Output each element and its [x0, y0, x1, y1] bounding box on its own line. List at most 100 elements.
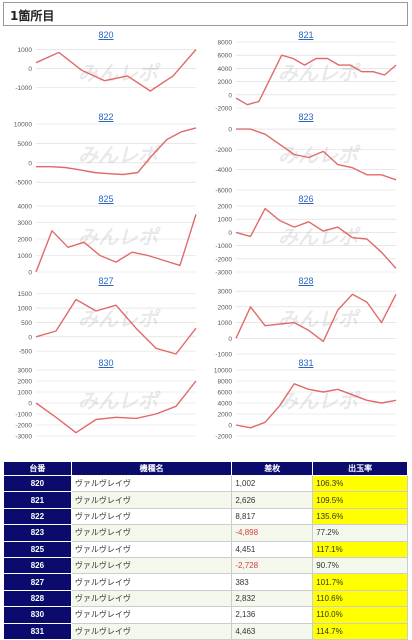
model-name-cell: ヴァルヴレイヴ — [70, 540, 233, 558]
y-tick-label: 0 — [28, 270, 32, 277]
difference-cell: -2,728 — [231, 556, 314, 575]
difference-cell: 4,451 — [231, 540, 314, 558]
payout-rate-cell: 106.3% — [312, 474, 408, 493]
y-tick-label: 2000 — [218, 304, 233, 311]
chart-title-link[interactable]: 822 — [98, 112, 114, 122]
table-row: 823 ヴァルヴレイヴ -4,898 77.2% — [3, 524, 408, 542]
model-name-cell: ヴァルヴレイヴ — [70, 556, 233, 575]
watermark-logo: みんレポ — [78, 62, 161, 85]
chart-plot: 4000 3000 2000 1000 0 みんレポ — [18, 204, 197, 277]
y-tick-label: 1000 — [18, 47, 33, 54]
difference-cell: -4,898 — [231, 524, 314, 542]
y-tick-label: -500 — [19, 349, 32, 356]
y-tick-label: 500 — [21, 320, 32, 327]
y-tick-label: 0 — [28, 66, 32, 73]
difference-cell: 8,817 — [231, 507, 314, 526]
model-name-cell: ヴァルヴレイヴ — [70, 491, 233, 509]
payout-rate-cell: 110.0% — [312, 606, 408, 624]
y-tick-label: -6000 — [215, 188, 232, 195]
model-name-cell: ヴァルヴレイヴ — [70, 573, 233, 591]
chart-title-link[interactable]: 831 — [298, 358, 314, 368]
model-name-cell: ヴァルヴレイヴ — [70, 507, 233, 526]
payout-rate-cell: 101.7% — [312, 573, 408, 591]
y-tick-label: 0 — [228, 423, 232, 430]
chart-panel-821: 821 8000 6000 4000 2000 0 -2000 みんレポ — [206, 30, 406, 115]
chart-plot: 10000 5000 0 -5000 みんレポ — [14, 122, 197, 187]
payout-rate-cell: 117.1% — [312, 540, 408, 558]
model-name-cell: ヴァルヴレイヴ — [70, 606, 233, 624]
y-tick-label: 0 — [228, 92, 232, 99]
machine-number-cell: 823 — [3, 524, 72, 542]
table-row: 822 ヴァルヴレイヴ 8,817 135.6% — [3, 507, 408, 526]
y-tick-label: 2000 — [218, 79, 233, 86]
y-tick-label: 1500 — [18, 291, 33, 298]
chart-title-link[interactable]: 828 — [298, 276, 314, 286]
chart-panel-831: 831 10000 8000 6000 4000 2000 0 -2000 みんレポ — [206, 358, 406, 443]
y-tick-label: 6000 — [218, 390, 233, 397]
y-tick-label: 0 — [28, 160, 32, 167]
chart-title-link[interactable]: 830 — [98, 358, 114, 368]
y-tick-label: -3000 — [215, 270, 232, 277]
header-model-name: 機種名 — [70, 461, 233, 476]
chart-title-link[interactable]: 821 — [298, 30, 314, 40]
y-tick-label: 3000 — [18, 220, 33, 227]
chart-title-link[interactable]: 823 — [298, 112, 314, 122]
series-line — [35, 298, 197, 355]
chart-title-link[interactable]: 820 — [98, 30, 114, 40]
table-row: 830 ヴァルヴレイヴ 2,136 110.0% — [3, 606, 408, 624]
y-tick-label: 6000 — [218, 53, 233, 60]
series-line — [235, 383, 397, 429]
chart-plot: 3000 2000 1000 0 -1000 みんレポ — [215, 289, 397, 359]
series-line — [235, 54, 397, 106]
watermark-logo: みんレポ — [78, 308, 161, 331]
y-tick-label: 2000 — [18, 237, 33, 244]
y-tick-label: 1000 — [218, 320, 233, 327]
chart-plot: 1500 1000 500 0 -500 みんレポ — [18, 291, 197, 356]
y-tick-label: -2000 — [215, 434, 232, 441]
difference-cell: 2,626 — [231, 491, 314, 509]
y-tick-label: 0 — [228, 127, 232, 134]
y-tick-label: 0 — [228, 336, 232, 343]
y-tick-label: 2000 — [218, 204, 233, 211]
watermark-logo: みんレポ — [78, 390, 161, 413]
machine-number-cell: 826 — [3, 556, 72, 575]
chart-panel-822: 822 10000 5000 0 -5000 みんレポ — [6, 112, 206, 197]
header-payout-rate: 出玉率 — [312, 461, 408, 476]
header-machine-number: 台番 — [3, 461, 72, 476]
y-tick-label: -2000 — [215, 106, 232, 113]
chart-title-link[interactable]: 825 — [98, 194, 114, 204]
watermark-logo: みんレポ — [78, 226, 161, 249]
y-tick-label: 0 — [28, 401, 32, 408]
chart-plot: 1000 0 -1000 みんレポ — [15, 47, 197, 92]
y-tick-label: -3000 — [15, 434, 32, 441]
y-tick-label: 10000 — [14, 122, 32, 129]
table-row: 828 ヴァルヴレイヴ 2,832 110.6% — [3, 589, 408, 608]
chart-plot: 10000 8000 6000 4000 2000 0 -2000 みんレポ — [214, 368, 397, 441]
y-tick-label: -1000 — [15, 412, 32, 419]
payout-rate-cell: 135.6% — [312, 507, 408, 526]
y-tick-label: -2000 — [15, 423, 32, 430]
y-tick-label: 1000 — [218, 217, 233, 224]
y-tick-label: -1000 — [215, 243, 232, 250]
machine-number-cell: 821 — [3, 491, 72, 509]
y-tick-label: 2000 — [18, 379, 33, 386]
series-line — [235, 293, 397, 343]
chart-title-link[interactable]: 826 — [298, 194, 314, 204]
model-name-cell: ヴァルヴレイヴ — [70, 622, 233, 640]
y-tick-label: -5000 — [15, 180, 32, 187]
section-title: 1箇所目 — [10, 9, 55, 23]
watermark-logo: みんレポ — [278, 62, 361, 85]
machine-number-cell: 820 — [3, 474, 72, 493]
series-line — [236, 128, 397, 181]
y-tick-label: -1000 — [15, 85, 32, 92]
difference-cell: 4,463 — [231, 622, 314, 640]
series-line — [35, 214, 197, 273]
chart-title-link[interactable]: 827 — [98, 276, 114, 286]
series-line — [36, 127, 197, 176]
machine-number-cell: 831 — [3, 622, 72, 640]
difference-cell: 2,136 — [231, 606, 314, 624]
y-tick-label: 2000 — [218, 412, 233, 419]
table-row: 826 ヴァルヴレイヴ -2,728 90.7% — [3, 556, 408, 575]
y-tick-label: 1000 — [18, 390, 33, 397]
watermark-logo: みんレポ — [278, 226, 361, 249]
